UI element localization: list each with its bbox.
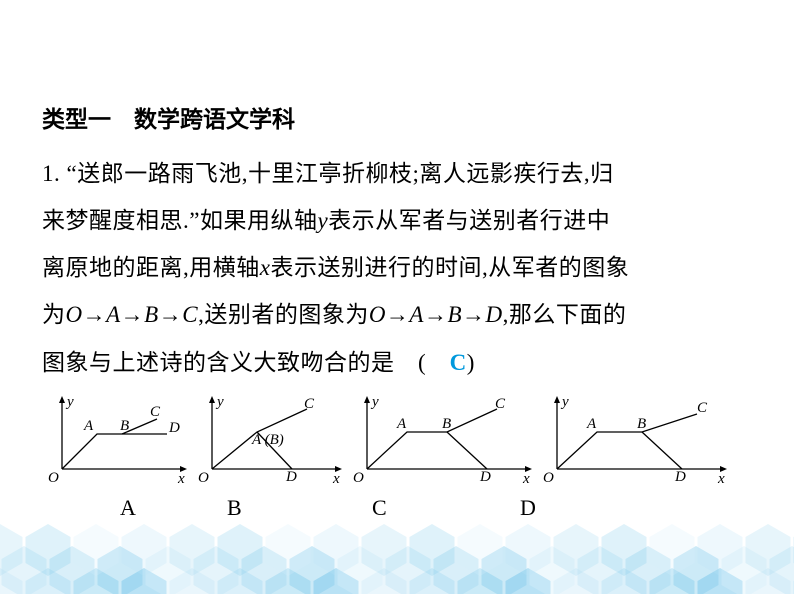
svg-text:x: x (717, 471, 725, 484)
svg-text:C: C (697, 400, 708, 416)
graphs-row: yxOABCDyxOA (B)CDyxOABCDyxOABCD (42, 394, 752, 489)
text-line-5a: 图象与上述诗的含义大致吻合的是 ( (42, 350, 450, 375)
text-line-3b: 表示送别进行的时间,从军者的图象 (270, 255, 629, 280)
svg-text:O: O (48, 470, 59, 484)
svg-text:A: A (396, 416, 407, 432)
svg-text:y: y (215, 394, 224, 410)
text-line-1: “送郎一路雨飞池,十里江亭折柳枝;离人远影疾行去,归 (67, 161, 614, 186)
text-line-4b: ,送别者的图象为 (198, 302, 369, 327)
path-oabd: O→A→B→D (369, 302, 503, 327)
option-label-d: D (520, 495, 536, 521)
svg-text:A (B): A (B) (251, 432, 284, 448)
svg-text:D: D (285, 469, 297, 484)
graph-d: y x O A B C D (537, 394, 732, 489)
svg-text:B: B (120, 418, 129, 434)
svg-text:D: D (168, 420, 180, 436)
option-label-c: C (372, 495, 387, 521)
text-line-5b: ) (467, 350, 475, 375)
text-line-2a: 来梦醒度相思.”如果用纵轴 (42, 208, 317, 233)
svg-text:x: x (522, 471, 530, 484)
svg-text:y: y (65, 394, 74, 410)
svg-text:y: y (560, 394, 569, 410)
var-y: y (317, 208, 328, 233)
svg-text:O: O (353, 470, 364, 484)
var-x: x (260, 255, 271, 280)
graph-a: y x O A B CD (42, 394, 192, 489)
graph-b: y x O A (B) C D (192, 394, 347, 489)
svg-text:y: y (370, 394, 379, 410)
svg-text:O: O (543, 470, 554, 484)
slide-content: 类型一 数学跨语文学科 1. “送郎一路雨飞池,十里江亭折柳枝;离人远影疾行去,… (42, 100, 752, 521)
svg-text:D: D (479, 469, 491, 484)
option-label-a: A (120, 495, 136, 521)
question-body: 1. “送郎一路雨飞池,十里江亭折柳枝;离人远影疾行去,归 来梦醒度相思.”如果… (42, 150, 752, 386)
svg-text:x: x (177, 471, 185, 484)
svg-text:D: D (674, 469, 686, 484)
svg-text:B: B (637, 416, 646, 432)
option-labels-row: A B C D (42, 495, 752, 521)
text-line-3a: 离原地的距离,用横轴 (42, 255, 260, 280)
svg-text:A: A (83, 418, 94, 434)
answer-letter: C (450, 350, 467, 375)
svg-text:O: O (198, 470, 209, 484)
text-line-4a: 为 (42, 302, 66, 327)
graph-c: y x O A B C D (347, 394, 537, 489)
svg-text:C: C (495, 396, 506, 412)
question-number: 1. (42, 161, 67, 186)
section-heading: 类型一 数学跨语文学科 (42, 100, 752, 134)
text-line-2b: 表示从军者与送别者行进中 (328, 208, 610, 233)
text-line-4c: ,那么下面的 (503, 302, 627, 327)
svg-text:C: C (304, 396, 315, 412)
svg-text:x: x (332, 471, 340, 484)
option-label-b: B (227, 495, 242, 521)
svg-text:A: A (586, 416, 597, 432)
path-oabc: O→A→B→C (66, 302, 199, 327)
svg-text:C: C (150, 404, 161, 420)
svg-text:B: B (442, 416, 451, 432)
